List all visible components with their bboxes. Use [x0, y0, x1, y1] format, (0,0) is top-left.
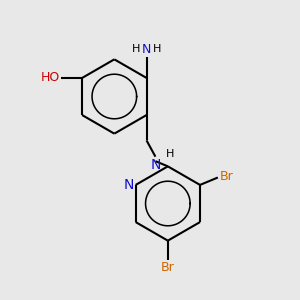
Text: N: N — [124, 178, 134, 192]
Text: Br: Br — [219, 170, 233, 183]
Text: N: N — [150, 158, 161, 172]
Text: N: N — [142, 43, 151, 56]
Text: HO: HO — [40, 71, 60, 84]
Text: H: H — [132, 44, 140, 54]
Text: H: H — [153, 44, 161, 54]
Text: Br: Br — [161, 262, 175, 275]
Text: H: H — [166, 149, 174, 159]
